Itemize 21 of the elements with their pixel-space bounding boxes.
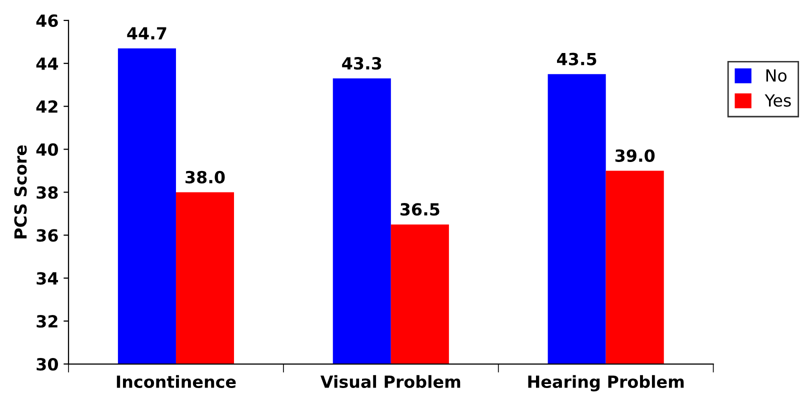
- y-tick-label: 40: [36, 143, 58, 156]
- x-tick-label: Visual Problem: [320, 375, 460, 388]
- y-tick-label: 30: [36, 358, 58, 371]
- y-tick-label: 32: [36, 315, 58, 328]
- data-label: 43.3: [342, 57, 382, 70]
- x-tick-label: Hearing Problem: [528, 375, 684, 392]
- y-tick-label: 46: [36, 14, 58, 28]
- legend-label: Yes: [764, 94, 791, 107]
- data-label: 44.7: [127, 27, 166, 40]
- y-tick-label: 44: [36, 58, 58, 70]
- data-label: 43.5: [557, 52, 596, 66]
- y-tick-label: 38: [36, 186, 58, 199]
- y-tick-label: 42: [36, 100, 58, 113]
- data-label: 36.5: [400, 203, 440, 216]
- data-label: 38.0: [186, 170, 225, 184]
- legend-label: No: [766, 69, 787, 82]
- y-axis-title: PCS Score: [14, 145, 27, 238]
- y-tick-label: 34: [36, 272, 58, 285]
- y-tick-label: 36: [36, 229, 58, 242]
- data-label: 39.0: [615, 149, 655, 162]
- x-tick-label: Incontinence: [116, 375, 236, 388]
